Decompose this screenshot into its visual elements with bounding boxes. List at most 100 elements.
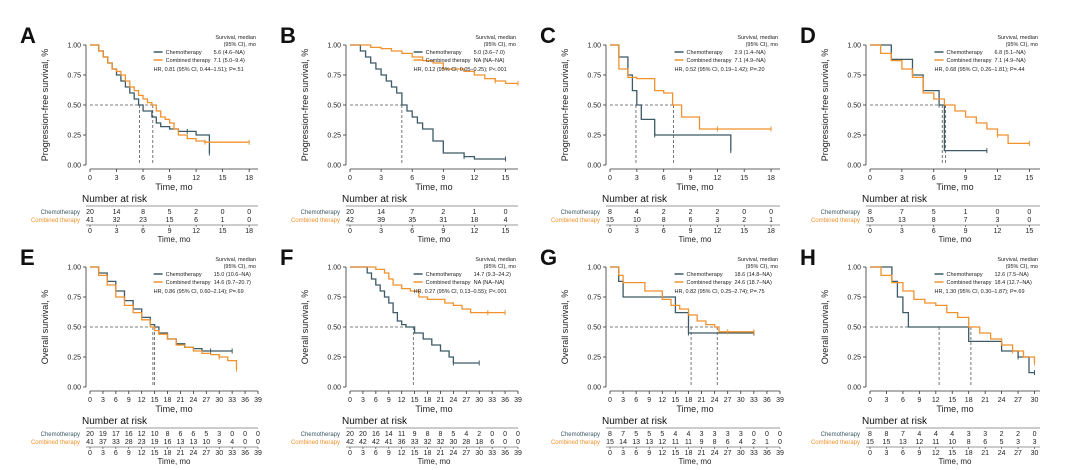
risk-count-combined: 18: [471, 217, 479, 224]
risk-count-combined: 7: [964, 217, 968, 224]
survival-curve-chemotherapy: [870, 266, 1035, 374]
survival-curve-combined-therapy: [350, 44, 518, 85]
risk-count-combined: 13: [645, 439, 653, 446]
risk-count-chemotherapy: 3: [726, 431, 730, 438]
risk-x-axis-label: Time, mo: [678, 457, 712, 466]
x-tick-label: 3: [900, 175, 904, 182]
y-tick-label: 1.00: [587, 43, 601, 50]
risk-count-chemotherapy: 0: [752, 431, 756, 438]
risk-count-chemotherapy: 0: [247, 209, 251, 216]
x-tick-label: 9: [964, 175, 968, 182]
risk-row-label-chemotherapy: Chemotherapy: [561, 210, 600, 216]
risk-x-tick-label: 6: [141, 228, 145, 235]
x-tick-label: 6: [114, 397, 118, 404]
panel-letter: C: [540, 23, 556, 48]
x-tick-label: 18: [965, 397, 973, 404]
risk-count-combined: 3: [1016, 439, 1020, 446]
x-tick-label: 12: [398, 397, 406, 404]
y-tick-label: 1.00: [327, 43, 341, 50]
risk-x-tick-label: 33: [488, 450, 496, 457]
risk-row-label-combined: Combined therapy: [811, 440, 860, 446]
risk-count-chemotherapy: 0: [1027, 209, 1031, 216]
risk-x-tick-label: 24: [449, 450, 457, 457]
y-tick-label: 0.25: [847, 133, 861, 140]
x-tick-label: 12: [713, 175, 721, 182]
x-tick-label: 3: [115, 175, 119, 182]
risk-count-combined: 0: [243, 439, 247, 446]
x-tick-label: 9: [647, 397, 651, 404]
risk-count-combined: 30: [449, 439, 457, 446]
y-tick-label: 0.75: [847, 73, 861, 80]
panel-letter: F: [280, 245, 293, 270]
risk-x-tick-label: 0: [348, 228, 352, 235]
risk-count-chemotherapy: 0: [504, 209, 508, 216]
risk-count-combined: 10: [633, 217, 641, 224]
x-tick-label: 6: [662, 175, 666, 182]
panel-letter: A: [20, 23, 36, 48]
x-tick-label: 21: [177, 397, 185, 404]
risk-x-tick-label: 36: [501, 450, 509, 457]
risk-x-tick-label: 27: [724, 450, 732, 457]
risk-x-tick-label: 18: [767, 228, 775, 235]
risk-count-chemotherapy: 8: [868, 209, 872, 216]
risk-x-tick-label: 24: [711, 450, 719, 457]
risk-count-chemotherapy: 9: [413, 431, 417, 438]
x-tick-label: 12: [994, 175, 1002, 182]
x-tick-label: 30: [215, 397, 223, 404]
x-tick-label: 21: [437, 397, 445, 404]
risk-x-tick-label: 15: [1025, 228, 1033, 235]
risk-x-axis-label: Time, mo: [157, 457, 191, 466]
x-axis-label: Time, mo: [936, 404, 973, 414]
x-tick-label: 9: [917, 397, 921, 404]
risk-x-tick-label: 3: [361, 450, 365, 457]
hazard-ratio: HR, 0.82 (95% CI, 0.25–2.74); P=.75: [675, 289, 765, 295]
x-tick-label: 15: [671, 397, 679, 404]
x-tick-label: 0: [608, 397, 612, 404]
risk-count-combined: 13: [898, 217, 906, 224]
risk-count-chemotherapy: 20: [86, 431, 94, 438]
risk-x-tick-label: 12: [994, 228, 1002, 235]
x-tick-label: 0: [88, 175, 92, 182]
risk-count-combined: 31: [439, 217, 447, 224]
legend-value-combined: 14.6 (9.7–20.7): [214, 280, 251, 286]
risk-count-chemotherapy: 8: [141, 209, 145, 216]
risk-x-tick-label: 3: [884, 450, 888, 457]
risk-count-combined: 6: [490, 439, 494, 446]
risk-count-chemotherapy: 5: [647, 431, 651, 438]
risk-count-combined: 18: [475, 439, 483, 446]
x-axis-label: Time, mo: [415, 182, 452, 192]
legend-label-combined: Combined therapy: [687, 280, 732, 286]
y-tick-label: 0.25: [587, 355, 601, 362]
risk-x-tick-label: 0: [88, 450, 92, 457]
x-tick-label: 0: [868, 175, 872, 182]
risk-count-combined: 32: [113, 217, 121, 224]
x-tick-label: 36: [241, 397, 249, 404]
risk-count-combined: 11: [932, 439, 939, 446]
risk-x-axis-label: Time, mo: [938, 235, 972, 244]
risk-count-combined: 0: [503, 439, 507, 446]
risk-x-axis-label: Time, mo: [157, 235, 191, 244]
risk-x-tick-label: 21: [698, 450, 706, 457]
risk-x-tick-label: 6: [374, 450, 378, 457]
x-tick-label: 6: [901, 397, 905, 404]
risk-count-chemotherapy: 0: [778, 431, 782, 438]
risk-count-combined: 11: [685, 439, 692, 446]
risk-count-combined: 6: [689, 217, 693, 224]
x-tick-label: 6: [634, 397, 638, 404]
risk-count-chemotherapy: 7: [410, 209, 414, 216]
risk-row-label-combined: Combined therapy: [31, 218, 80, 224]
risk-x-tick-label: 9: [964, 228, 968, 235]
panel-A: A Progression-free survival, % 0.00 0.25 0.5…: [20, 23, 258, 244]
panel-B: B Progression-free survival, % 0.00 0.25 0.5…: [280, 23, 519, 244]
y-axis-label: Progression-free survival, %: [820, 49, 830, 162]
x-tick-label: 0: [868, 397, 872, 404]
survival-curve-chemotherapy: [350, 44, 506, 160]
risk-x-axis-label: Time, mo: [678, 235, 712, 244]
risk-count-combined: 12: [915, 439, 923, 446]
risk-x-tick-label: 18: [965, 450, 973, 457]
risk-x-tick-label: 3: [101, 450, 105, 457]
panel-letter: E: [20, 245, 35, 270]
risk-x-tick-label: 9: [689, 228, 693, 235]
legend-header: (95% CI), mo: [1006, 264, 1038, 270]
risk-x-tick-label: 27: [202, 450, 210, 457]
